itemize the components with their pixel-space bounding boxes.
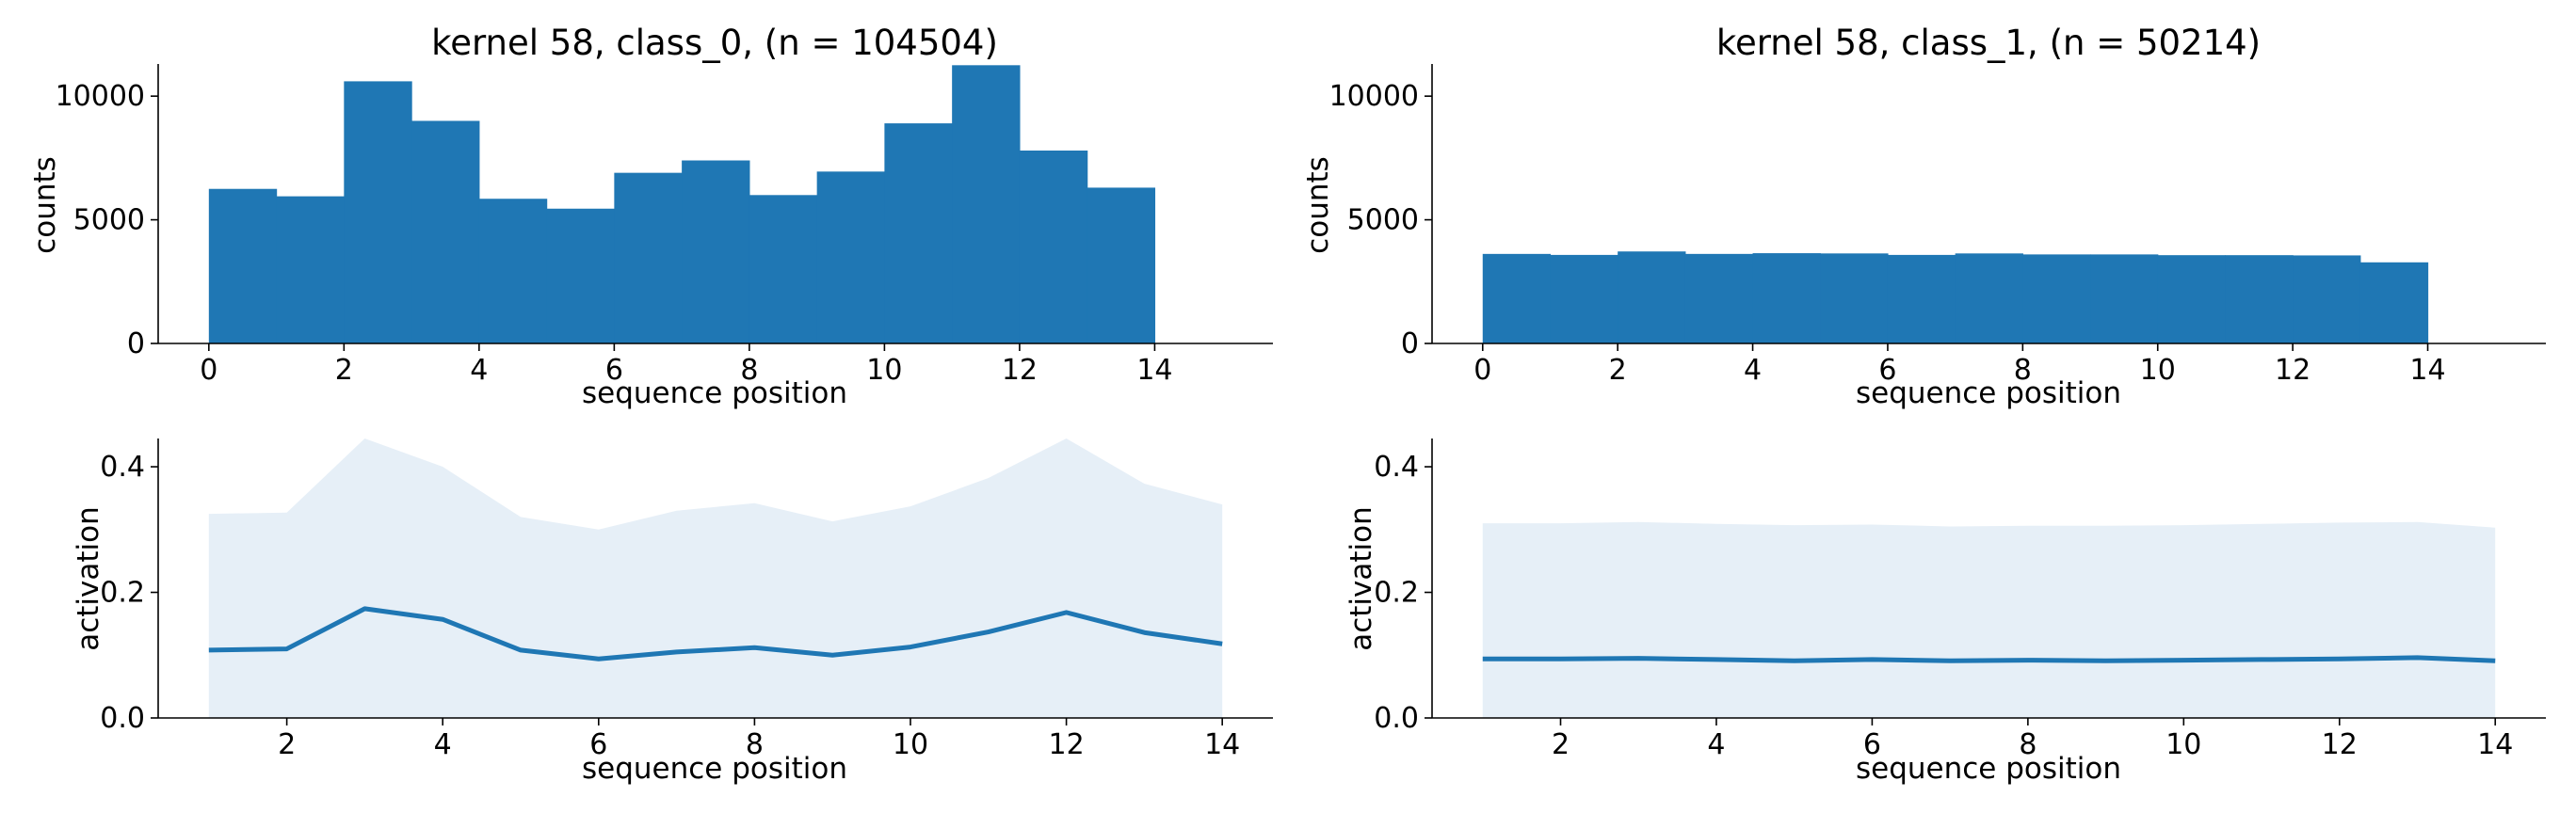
histogram-bar bbox=[2359, 262, 2429, 343]
histogram-bar bbox=[1550, 254, 1618, 343]
x-tick-label: 4 bbox=[1707, 728, 1725, 761]
histogram-bar bbox=[1019, 150, 1088, 343]
y-tick-label: 5000 bbox=[73, 204, 145, 237]
y-tick-label: 0 bbox=[1401, 327, 1419, 360]
x-tick-label: 12 bbox=[1002, 354, 1038, 387]
x-tick-label: 14 bbox=[2477, 728, 2513, 761]
x-axis-label: sequence position bbox=[582, 376, 847, 410]
activation-class-0-panel: sequence position activation 2 4 6 8 10 12 14 0… bbox=[72, 438, 1273, 786]
histogram-bar bbox=[1752, 253, 1821, 343]
activation-range-band bbox=[208, 438, 1223, 718]
x-tick-label: 2 bbox=[335, 354, 353, 387]
x-axis-label: sequence position bbox=[1856, 752, 2121, 786]
histogram-bar bbox=[952, 65, 1021, 343]
chart-title: kernel 58, class_1, (n = 50214) bbox=[1716, 23, 2261, 63]
x-tick-label: 10 bbox=[2140, 354, 2176, 387]
x-tick-label: 6 bbox=[605, 354, 623, 387]
y-tick-label: 0.0 bbox=[1374, 702, 1419, 735]
x-tick-label: 14 bbox=[1136, 354, 1172, 387]
histogram-bar bbox=[276, 196, 345, 343]
histogram-bar bbox=[1684, 253, 1754, 343]
histogram-bar bbox=[1955, 253, 2023, 343]
histogram-bar bbox=[2225, 255, 2294, 343]
x-tick-label: 4 bbox=[434, 728, 452, 761]
y-tick-label: 10000 bbox=[56, 80, 145, 113]
x-tick-label: 6 bbox=[1878, 354, 1896, 387]
y-tick-label: 0.0 bbox=[100, 702, 145, 735]
y-axis-label: activation bbox=[72, 506, 105, 651]
y-axis-label: counts bbox=[1301, 156, 1335, 254]
y-tick-label: 5000 bbox=[1347, 204, 1419, 237]
x-tick-label: 12 bbox=[2275, 354, 2310, 387]
histogram-bar bbox=[344, 81, 412, 344]
x-tick-label: 8 bbox=[2019, 728, 2037, 761]
histogram-bar bbox=[1087, 187, 1156, 343]
histogram-bar bbox=[411, 120, 480, 343]
x-tick-label: 2 bbox=[278, 728, 296, 761]
x-tick-label: 14 bbox=[2409, 354, 2445, 387]
y-tick-label: 0.2 bbox=[100, 577, 145, 610]
histogram-bar bbox=[2157, 255, 2227, 343]
x-axis-label: sequence position bbox=[1856, 376, 2121, 410]
y-axis-label: activation bbox=[1344, 506, 1378, 651]
activation-range-band bbox=[1482, 521, 2496, 718]
x-tick-label: 8 bbox=[746, 728, 764, 761]
x-tick-label: 0 bbox=[1473, 354, 1491, 387]
histogram-bar bbox=[546, 208, 615, 343]
histogram-bar bbox=[478, 199, 548, 343]
x-tick-label: 4 bbox=[1744, 354, 1762, 387]
x-tick-label: 10 bbox=[893, 728, 928, 761]
histogram-bar bbox=[816, 171, 885, 343]
histogram-class-1-panel: kernel 58, class_1, (n = 50214) sequence… bbox=[1301, 23, 2546, 410]
histogram-bar bbox=[208, 188, 278, 343]
histogram-bar bbox=[1820, 253, 1889, 343]
x-axis-label: sequence position bbox=[582, 752, 847, 786]
y-tick-label: 0.2 bbox=[1374, 577, 1419, 610]
x-tick-label: 10 bbox=[866, 354, 902, 387]
x-tick-label: 10 bbox=[2165, 728, 2201, 761]
chart-title: kernel 58, class_0, (n = 104504) bbox=[431, 23, 998, 63]
histogram-bar bbox=[2022, 254, 2091, 343]
mean-activation-line bbox=[208, 606, 1223, 662]
x-tick-label: 2 bbox=[1552, 728, 1570, 761]
histogram-class-0-panel: kernel 58, class_0, (n = 104504) sequenc… bbox=[28, 23, 1273, 410]
histogram-bar bbox=[682, 160, 750, 343]
histogram-bar bbox=[614, 172, 683, 343]
x-tick-label: 14 bbox=[1204, 728, 1240, 761]
x-tick-label: 12 bbox=[1048, 728, 1084, 761]
y-tick-label: 0 bbox=[127, 327, 145, 360]
x-tick-label: 8 bbox=[740, 354, 758, 387]
y-axis-label: counts bbox=[28, 156, 62, 254]
histogram-bar bbox=[1618, 251, 1686, 343]
y-tick-label: 0.4 bbox=[1374, 451, 1419, 484]
activation-class-1-panel: sequence position activation 2 4 6 8 10 12 14 0… bbox=[1344, 438, 2546, 786]
x-tick-label: 2 bbox=[1609, 354, 1627, 387]
y-tick-label: 10000 bbox=[1329, 80, 1419, 113]
y-tick-label: 0.4 bbox=[100, 451, 145, 484]
histogram-bar bbox=[2293, 255, 2361, 343]
histogram-bar bbox=[2090, 254, 2159, 343]
histogram-bar bbox=[749, 195, 818, 343]
histogram-bar bbox=[1482, 253, 1552, 343]
mean-activation-line bbox=[1482, 655, 2496, 663]
x-tick-label: 8 bbox=[2014, 354, 2032, 387]
histogram-bar bbox=[884, 123, 953, 343]
x-tick-label: 0 bbox=[200, 354, 217, 387]
histogram-bar bbox=[1887, 254, 1956, 343]
x-tick-label: 4 bbox=[470, 354, 488, 387]
x-tick-label: 6 bbox=[589, 728, 607, 761]
x-tick-label: 12 bbox=[2322, 728, 2358, 761]
x-tick-label: 6 bbox=[1863, 728, 1881, 761]
